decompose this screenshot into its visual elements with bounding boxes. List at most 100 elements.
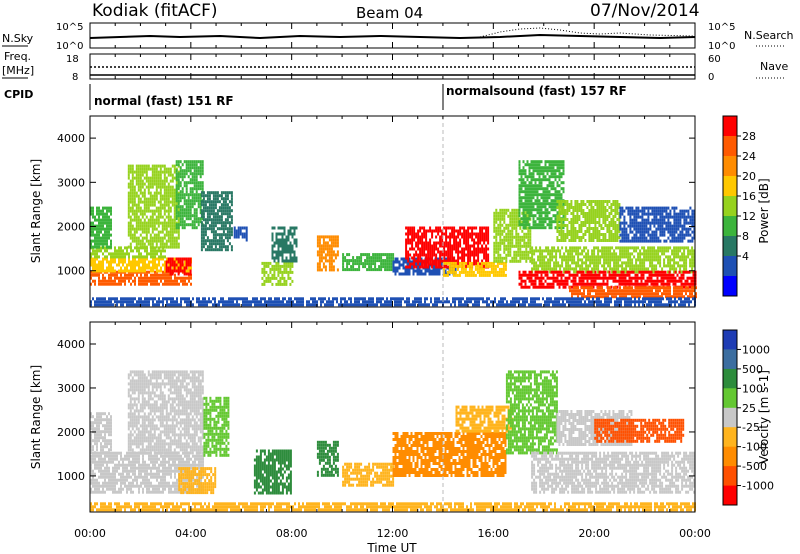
- power-cell: [558, 163, 561, 167]
- power-cell: [158, 246, 160, 250]
- power-cell: [161, 179, 164, 183]
- power-cell: [463, 247, 466, 251]
- power-cell: [693, 249, 696, 253]
- power-cell: [532, 279, 535, 283]
- power-cell: [515, 214, 518, 218]
- power-cell: [580, 282, 583, 286]
- power-cell: [145, 239, 148, 243]
- power-cell: [193, 178, 196, 182]
- power-cell: [570, 206, 573, 209]
- power-cell: [536, 211, 539, 215]
- power-cell: [407, 235, 410, 239]
- power-cell: [330, 247, 333, 251]
- power-cell: [467, 250, 470, 254]
- power-cell: [430, 272, 433, 276]
- power-cell: [161, 230, 164, 234]
- power-cell: [670, 279, 673, 283]
- power-cell: [632, 270, 635, 274]
- power-cell: [372, 268, 375, 272]
- power-cell: [275, 256, 278, 260]
- power-cell: [407, 253, 410, 257]
- power-cell: [648, 276, 651, 280]
- power-cell: [581, 264, 584, 268]
- power-cell: [417, 256, 420, 260]
- power-cell: [571, 295, 573, 299]
- power-cell: [461, 235, 464, 239]
- power-cell: [457, 241, 460, 245]
- power-cell: [185, 202, 188, 206]
- power-cell: [562, 200, 565, 203]
- power-cell: [128, 263, 130, 267]
- power-cell: [593, 270, 596, 274]
- power-cell: [498, 270, 501, 274]
- power-cell: [564, 203, 567, 206]
- power-cell: [518, 214, 521, 218]
- power-cell: [96, 212, 98, 216]
- power-cell: [135, 218, 138, 222]
- power-cell: [526, 160, 529, 164]
- power-cell: [520, 199, 523, 203]
- power-cell: [189, 172, 192, 176]
- power-cell: [374, 259, 377, 263]
- power-cell: [503, 241, 506, 245]
- power-cell: [501, 208, 504, 212]
- power-cell: [421, 238, 424, 242]
- power-cell: [473, 226, 476, 230]
- power-cell: [110, 269, 112, 273]
- power-cell: [554, 163, 557, 167]
- power-cell: [542, 190, 545, 194]
- power-cell: [579, 246, 582, 250]
- power-cell: [167, 236, 170, 240]
- power-cell: [449, 226, 452, 230]
- power-cell: [171, 191, 174, 195]
- power-cell: [147, 200, 150, 204]
- power-cell: [665, 264, 668, 268]
- power-cell: [202, 203, 205, 207]
- power-cell: [546, 270, 549, 274]
- power-cell: [224, 227, 227, 231]
- power-cell: [324, 268, 327, 272]
- power-cell: [693, 261, 696, 265]
- power-cell: [679, 246, 682, 250]
- power-cell: [417, 244, 420, 248]
- power-cell: [388, 262, 391, 266]
- power-cell: [128, 279, 130, 283]
- power-cell: [218, 233, 221, 237]
- power-cell: [519, 256, 522, 260]
- power-cell: [548, 217, 551, 221]
- power-cell: [651, 255, 654, 259]
- power-cell: [362, 265, 365, 269]
- power-cell: [608, 276, 611, 280]
- power-cell: [609, 261, 612, 265]
- cpid-label: CPID: [4, 88, 33, 101]
- power-cell: [528, 276, 531, 280]
- power-cell: [273, 256, 276, 260]
- power-cell: [179, 223, 182, 227]
- power-cell: [352, 262, 355, 266]
- power-cell: [318, 265, 321, 269]
- power-cell: [419, 229, 422, 233]
- power-cell: [102, 227, 104, 231]
- power-cell: [228, 215, 231, 219]
- power-cell: [90, 221, 92, 225]
- power-cell: [173, 191, 176, 195]
- power-cell: [145, 185, 148, 189]
- power-cell: [216, 218, 219, 222]
- power-cell: [197, 169, 200, 173]
- power-cell: [668, 279, 671, 283]
- power-cell: [591, 255, 594, 259]
- power-cell: [155, 164, 158, 168]
- power-cell: [195, 172, 198, 176]
- power-cell: [149, 233, 152, 237]
- power-cell: [529, 229, 532, 233]
- power-cell: [538, 187, 541, 191]
- power-cell: [499, 208, 502, 212]
- power-cell: [534, 163, 537, 167]
- power-cell: [163, 218, 166, 222]
- power-cell: [536, 169, 539, 173]
- power-cell: [289, 261, 292, 265]
- power-cell: [600, 233, 603, 236]
- power-cell: [475, 235, 478, 239]
- power-cell: [90, 227, 92, 231]
- power-cell: [538, 181, 541, 185]
